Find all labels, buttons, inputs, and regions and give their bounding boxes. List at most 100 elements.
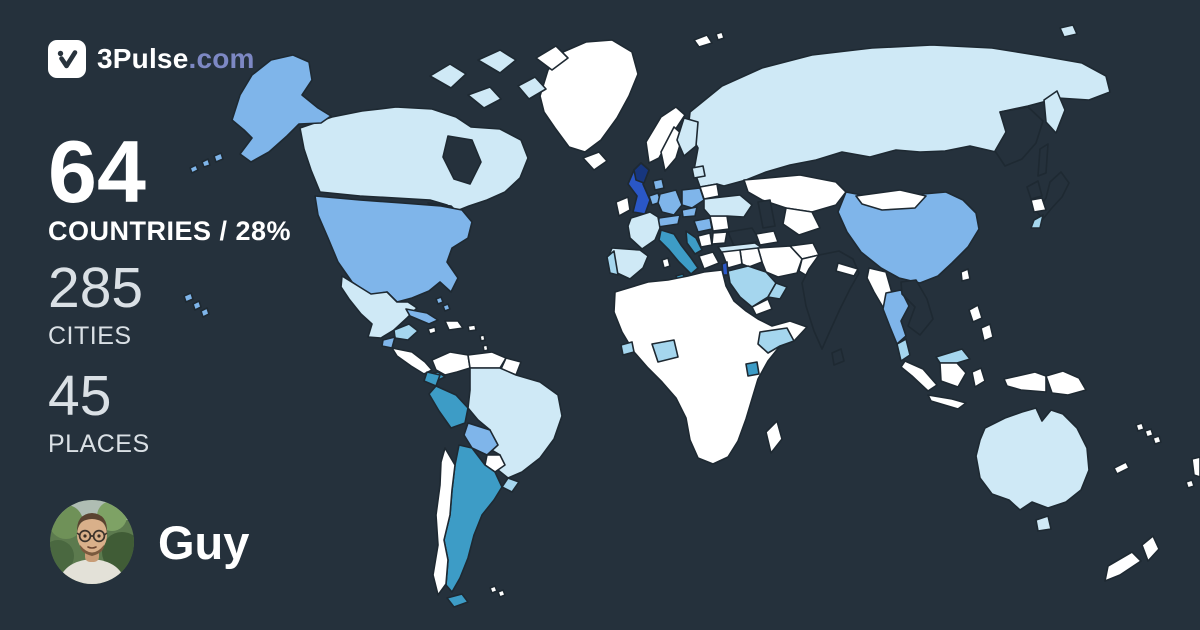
- user-name: Guy: [158, 515, 250, 569]
- island-ellesmere: [535, 45, 569, 71]
- arctic-island-3: [467, 86, 502, 109]
- cities-label: CITIES: [48, 322, 132, 350]
- region-west-papua: [1003, 371, 1047, 393]
- island-sumatra: [900, 360, 938, 392]
- continent-africa: [613, 269, 808, 465]
- pacific-edge-dot: [1185, 479, 1195, 489]
- logo-box: [48, 40, 86, 78]
- places-value: 45: [48, 364, 112, 428]
- country-greece: [698, 251, 720, 270]
- country-cuba: [405, 308, 439, 325]
- caspian-sea: [757, 199, 776, 229]
- region-central-america: [391, 347, 433, 375]
- island-sardinia: [661, 257, 671, 269]
- region-alaska: [231, 54, 332, 163]
- nz-south-island: [1104, 551, 1142, 582]
- pacific-edge-island: [1191, 456, 1200, 478]
- country-portugal: [606, 250, 619, 276]
- country-venezuela: [467, 351, 507, 369]
- island-taiwan: [960, 268, 971, 282]
- fiji-1: [1135, 422, 1145, 432]
- fiji-3: [1152, 435, 1162, 445]
- country-madagascar: [765, 420, 783, 454]
- aleutian-island-2: [201, 158, 211, 168]
- user-row: Guy: [50, 500, 249, 584]
- arctic-island-2: [477, 49, 517, 74]
- cities-value: 285: [48, 256, 144, 320]
- country-poland: [681, 187, 705, 209]
- country-italy: [658, 229, 699, 275]
- bahamas-2: [442, 303, 451, 312]
- island-sakhalin: [1037, 143, 1049, 177]
- country-mongolia: [855, 189, 927, 211]
- island-borneo: [939, 362, 967, 388]
- brand-logo: 3Pulse.com: [48, 40, 255, 78]
- country-svalbard: [693, 34, 713, 48]
- fiji-2: [1144, 428, 1154, 438]
- country-usa: [314, 195, 473, 303]
- country-colombia: [431, 351, 471, 376]
- region-central-asia: [782, 207, 821, 236]
- avatar: [50, 500, 134, 584]
- country-hungary: [693, 217, 713, 233]
- region-baltics: [691, 165, 706, 179]
- country-south-korea: [1030, 197, 1047, 213]
- countries-value: 64: [48, 122, 146, 221]
- island-wrangel: [1059, 24, 1078, 38]
- aleutian-island-1: [213, 152, 224, 163]
- region-japan-south: [1030, 214, 1044, 229]
- region-west-africa-coast: [620, 341, 635, 356]
- region-tierra-del-fuego: [446, 593, 469, 608]
- country-guatemala: [381, 336, 396, 349]
- country-nigeria: [651, 339, 679, 363]
- country-croatia: [685, 230, 703, 255]
- falklands-2: [497, 589, 506, 598]
- country-iraq: [739, 247, 763, 268]
- countries-label: COUNTRIES / 28%: [48, 216, 292, 246]
- country-denmark: [652, 178, 665, 191]
- hawaii-island-1: [183, 292, 194, 303]
- country-ukraine: [703, 194, 753, 218]
- hawaii-island-2: [192, 300, 202, 311]
- country-yemen: [751, 298, 773, 316]
- brand-name-main: 3Pulse: [97, 43, 189, 74]
- avatar-photo: [50, 500, 134, 584]
- country-uganda: [745, 361, 760, 377]
- island-new-caledonia: [1113, 461, 1130, 475]
- country-russia: [687, 44, 1111, 188]
- region-malaysia-borneo: [935, 348, 971, 364]
- aleutian-island-3: [189, 164, 199, 174]
- island-hispaniola: [444, 320, 464, 331]
- brand-name-suffix: .com: [188, 43, 255, 74]
- antilles-2: [482, 344, 489, 352]
- island-puerto-rico: [467, 324, 477, 332]
- country-uruguay: [501, 477, 520, 493]
- island-sulawesi: [971, 367, 986, 388]
- country-brazil: [467, 367, 563, 479]
- country-iran: [757, 245, 803, 278]
- country-oman-uae: [767, 282, 788, 300]
- region-kamchatka: [1043, 90, 1066, 134]
- island-jamaica: [427, 326, 437, 335]
- country-germany: [657, 189, 683, 216]
- country-czech-slovakia: [681, 206, 698, 218]
- country-north-korea: [1026, 180, 1043, 200]
- country-ecuador: [423, 371, 441, 387]
- country-norway: [645, 106, 686, 164]
- country-switzerland-austria: [657, 214, 681, 228]
- country-india: [801, 250, 860, 350]
- bahamas-1: [435, 296, 444, 305]
- island-java: [927, 394, 967, 410]
- country-philippines-south: [980, 323, 994, 342]
- check-pulse-icon: [57, 50, 78, 69]
- country-ireland: [615, 196, 631, 217]
- country-philippines-north: [968, 304, 983, 323]
- region-uk-north: [633, 162, 650, 184]
- country-peru: [428, 385, 469, 429]
- brand-name: 3Pulse.com: [97, 43, 255, 75]
- country-papua-new-guinea: [1045, 370, 1087, 396]
- country-malaysia: [896, 338, 911, 362]
- country-ethiopia: [757, 327, 795, 354]
- country-sri-lanka: [831, 348, 845, 366]
